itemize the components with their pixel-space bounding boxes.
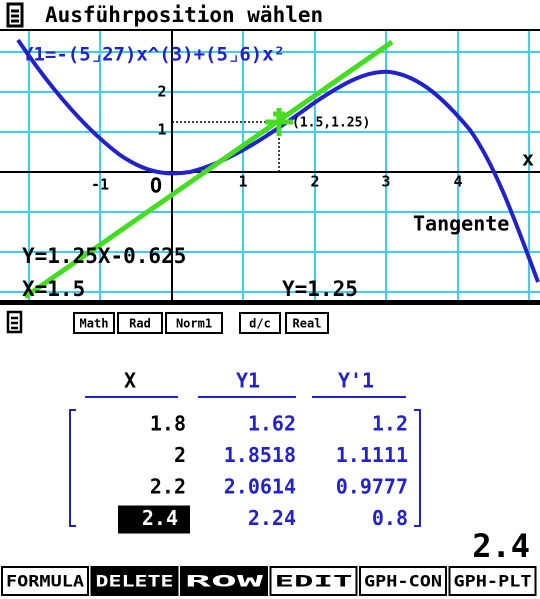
origin-label: O — [150, 174, 162, 198]
table-cell: 0.8 — [372, 506, 408, 530]
column-header: Y1 — [236, 369, 260, 393]
softkey-label[interactable]: FORMULA — [6, 572, 84, 591]
table-cell: 1.1111 — [336, 443, 408, 467]
table-cell: 1.8 — [150, 412, 186, 436]
x-tick-label: 4 — [453, 173, 462, 191]
status-item: d/c — [249, 317, 271, 331]
softkey-label[interactable]: GPH-PLT — [454, 572, 532, 591]
table-cell: 1.2 — [372, 412, 408, 436]
screen-divider — [0, 300, 540, 305]
x-axis-label: x — [522, 147, 534, 171]
softkey-label[interactable]: DELETE — [96, 572, 174, 591]
status-item: Norm1 — [176, 317, 212, 331]
table-cell: 0.9777 — [336, 475, 408, 499]
table-cell: 1.62 — [248, 412, 296, 436]
title: Ausführposition wählen — [45, 3, 323, 27]
y-tick-label: 2 — [157, 83, 166, 101]
x-readout: X=1.5 — [22, 277, 85, 301]
table-cell[interactable]: 2.4 — [142, 506, 178, 530]
calculator-screen: -1 1 2 3 4 1 2 O x (1.5,1.25) Tangente Y… — [0, 0, 540, 599]
y-tick-label: 1 — [157, 121, 166, 139]
column-header: Y'1 — [338, 369, 374, 393]
function-text: Y1=-(5⌟27)x^(3)+(5⌟6)x² — [22, 44, 285, 66]
mode-label: Tangente — [413, 212, 509, 236]
table-cell: 2.24 — [248, 506, 296, 530]
x-tick-label: 1 — [238, 173, 247, 191]
softkey-label[interactable]: EDIT — [275, 572, 353, 591]
column-header: X — [124, 369, 136, 393]
equation: Y=1.25X-0.625 — [22, 244, 186, 268]
table-cell: 2 — [174, 443, 186, 467]
x-tick-label: 3 — [381, 173, 390, 191]
softkey-label[interactable]: ROW — [185, 572, 264, 591]
x-tick-label: 2 — [310, 173, 319, 191]
status-bar: Math Rad Norm1 d/c Real — [74, 313, 328, 333]
y-readout: Y=1.25 — [282, 277, 358, 301]
table-cell: 2.2 — [150, 475, 186, 499]
table-cell: 1.8518 — [224, 443, 296, 467]
point-label: (1.5,1.25) — [292, 116, 370, 131]
status-item: Math — [80, 317, 109, 331]
softkey-label[interactable]: GPH-CON — [364, 572, 442, 591]
status-item: Real — [293, 317, 322, 331]
x-tick-label: -1 — [91, 176, 109, 194]
input-line: 2.4 — [472, 527, 530, 565]
table-cell: 2.0614 — [224, 475, 296, 499]
status-item: Rad — [129, 317, 151, 331]
